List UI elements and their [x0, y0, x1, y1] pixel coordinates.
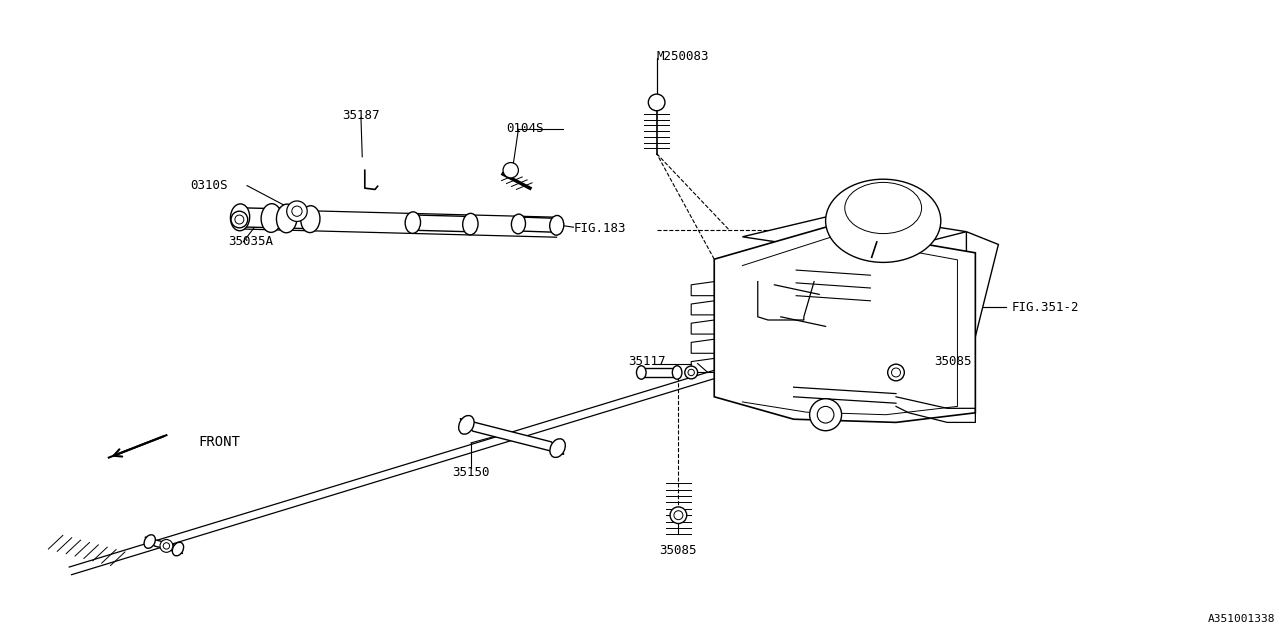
Text: 35085: 35085 — [934, 355, 972, 368]
Ellipse shape — [512, 214, 526, 234]
Ellipse shape — [145, 535, 155, 548]
Circle shape — [649, 94, 666, 111]
Polygon shape — [517, 217, 558, 232]
Text: 0104S: 0104S — [506, 122, 544, 134]
Text: A351001338: A351001338 — [1207, 614, 1275, 624]
Polygon shape — [460, 419, 564, 454]
Circle shape — [236, 215, 244, 224]
Ellipse shape — [230, 204, 250, 231]
Polygon shape — [742, 212, 966, 256]
Ellipse shape — [301, 205, 320, 232]
Circle shape — [887, 364, 905, 381]
Text: 35035A: 35035A — [228, 236, 273, 248]
Circle shape — [164, 543, 170, 549]
Circle shape — [810, 399, 842, 431]
Circle shape — [818, 406, 835, 423]
Ellipse shape — [261, 204, 282, 232]
Text: 35117: 35117 — [628, 355, 666, 368]
Text: FRONT: FRONT — [198, 435, 241, 449]
Circle shape — [292, 206, 302, 216]
Circle shape — [160, 540, 173, 552]
Circle shape — [685, 366, 698, 379]
Ellipse shape — [406, 212, 421, 234]
Polygon shape — [714, 227, 975, 422]
Circle shape — [675, 511, 684, 520]
Polygon shape — [239, 208, 311, 228]
Polygon shape — [966, 232, 998, 337]
Circle shape — [232, 211, 248, 228]
Ellipse shape — [549, 216, 563, 235]
Ellipse shape — [550, 439, 566, 458]
Ellipse shape — [826, 179, 941, 262]
Ellipse shape — [672, 366, 682, 379]
Ellipse shape — [173, 542, 183, 556]
Polygon shape — [412, 215, 471, 232]
Text: M250083: M250083 — [657, 50, 709, 63]
Circle shape — [689, 369, 695, 376]
Ellipse shape — [462, 213, 477, 235]
Ellipse shape — [458, 415, 474, 434]
Text: 35085: 35085 — [659, 544, 698, 557]
Ellipse shape — [636, 366, 646, 379]
Polygon shape — [270, 208, 288, 228]
Ellipse shape — [845, 182, 922, 234]
Polygon shape — [145, 537, 183, 554]
Circle shape — [671, 507, 687, 524]
Text: FIG.351-2: FIG.351-2 — [1011, 301, 1079, 314]
Polygon shape — [641, 367, 677, 378]
Circle shape — [891, 368, 901, 377]
Text: 35187: 35187 — [342, 109, 380, 122]
Circle shape — [287, 201, 307, 221]
Ellipse shape — [276, 204, 297, 233]
Circle shape — [503, 163, 518, 178]
Text: 0310S: 0310S — [191, 179, 228, 192]
Text: FIG.183: FIG.183 — [573, 222, 626, 235]
Text: 35150: 35150 — [452, 466, 490, 479]
